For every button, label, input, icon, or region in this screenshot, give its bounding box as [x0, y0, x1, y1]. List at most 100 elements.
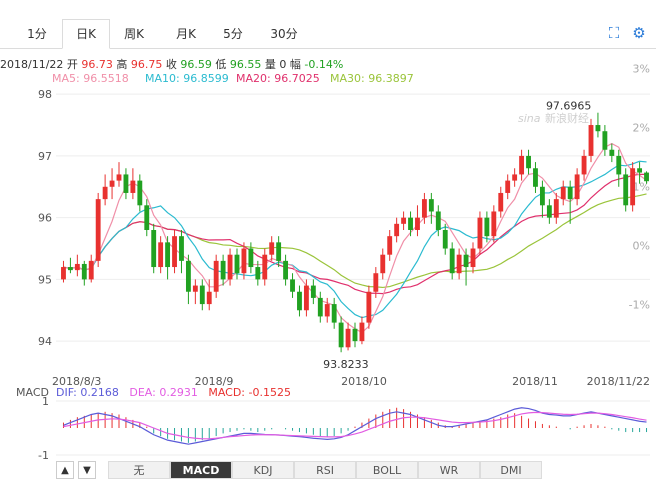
- dif-label: DIF: 0.2168: [55, 386, 119, 399]
- candle-body: [602, 131, 608, 150]
- candle-body: [290, 279, 295, 292]
- candle-body: [283, 260, 289, 280]
- candle-body: [581, 155, 587, 175]
- candle-body: [151, 230, 157, 268]
- candle-body: [401, 217, 407, 224]
- vol-label: 量: [264, 58, 276, 71]
- candle-body: [588, 125, 594, 156]
- period-tabs: 1分 日K 周K 月K 5分 30分: [0, 19, 656, 49]
- candle-body: [539, 186, 545, 206]
- candle-body: [67, 267, 73, 271]
- candle-body: [415, 217, 420, 230]
- min-price-annotation: 93.8233: [323, 358, 369, 371]
- candle-body: [421, 199, 427, 218]
- y-tick-label: 95: [38, 273, 52, 286]
- indicator-tab-macd[interactable]: MACD: [170, 461, 232, 479]
- candle-body: [630, 168, 636, 206]
- tab-5min[interactable]: 5分: [223, 27, 243, 41]
- indicator-tab-wr[interactable]: WR: [418, 461, 480, 479]
- candle-body: [213, 260, 219, 292]
- indicator-tab-rsi[interactable]: RSI: [294, 461, 356, 479]
- candle-body: [95, 199, 101, 261]
- x-tick-label: 2018/10: [341, 375, 387, 388]
- close-value: 96.59: [180, 58, 212, 71]
- candle-body: [616, 155, 622, 175]
- candle-body: [137, 180, 143, 206]
- candle-body: [74, 263, 80, 271]
- settings-icon[interactable]: ⚙: [632, 24, 646, 42]
- candle-body: [123, 174, 129, 193]
- dif-line: [63, 407, 647, 445]
- candle-body: [560, 186, 566, 200]
- candle-body: [234, 254, 240, 274]
- candle-body: [380, 254, 386, 274]
- tab-monthly-k[interactable]: 月K: [176, 27, 196, 41]
- candle-body: [533, 168, 538, 187]
- open-value: 96.73: [81, 58, 113, 71]
- ma10-label: MA10: 96.8599: [145, 72, 229, 85]
- candle-body: [317, 297, 323, 317]
- pct-tick-label: 1%: [633, 180, 650, 193]
- candle-body: [310, 285, 316, 298]
- candle-body: [435, 211, 441, 230]
- candle-body: [269, 242, 275, 255]
- vol-value: 0: [279, 58, 287, 71]
- max-price-annotation: 97.6965: [546, 100, 592, 113]
- quote-info: 2018/11/22 开 96.73 高 96.75 收 96.59 低 96.…: [0, 56, 343, 72]
- candle-body: [227, 254, 233, 280]
- candle-body: [442, 230, 448, 249]
- indicator-tab-kdj[interactable]: KDJ: [232, 461, 294, 479]
- candle-body: [449, 248, 455, 274]
- low-value: 96.55: [229, 58, 262, 71]
- y-tick-label: 98: [38, 88, 52, 101]
- candle-body: [567, 186, 573, 200]
- candle-body: [526, 155, 531, 169]
- ma20-label: MA20: 96.7025: [236, 72, 320, 85]
- tab-daily-k[interactable]: 日K: [62, 19, 110, 49]
- tab-30min[interactable]: 30分: [270, 27, 298, 41]
- dea-line: [63, 411, 647, 440]
- pct-tick-label: 3%: [633, 62, 650, 75]
- tab-1min[interactable]: 1分: [27, 27, 47, 41]
- candle-body: [165, 242, 171, 268]
- macd-value-label: MACD: -0.1525: [208, 386, 291, 399]
- x-tick-label: 2018/9: [195, 375, 234, 388]
- candle-body: [241, 248, 247, 274]
- x-tick-label: 2018/11: [512, 375, 558, 388]
- high-label: 高: [116, 58, 128, 71]
- candle-body: [574, 174, 580, 200]
- candle-body: [609, 149, 615, 156]
- candle-body: [179, 236, 184, 261]
- candle-body: [199, 285, 205, 305]
- tab-weekly-k[interactable]: 周K: [124, 27, 144, 41]
- candle-body: [456, 254, 462, 274]
- candle-body: [338, 322, 344, 348]
- candle-body: [172, 236, 177, 268]
- low-label: 低: [215, 58, 227, 71]
- candle-body: [512, 174, 518, 181]
- indicator-tab-none[interactable]: 无: [108, 461, 170, 479]
- candle-body: [637, 168, 643, 173]
- candle-body: [366, 291, 372, 323]
- candle-body: [297, 291, 302, 311]
- y-tick-label: 96: [38, 212, 52, 225]
- candle-body: [352, 328, 358, 342]
- candle-body: [88, 260, 94, 280]
- candle-body: [255, 267, 261, 280]
- indicator-tab-dmi[interactable]: DMI: [480, 461, 542, 479]
- candle-body: [102, 186, 108, 200]
- candle-body: [331, 304, 337, 323]
- candle-body: [644, 172, 649, 182]
- indicator-tab-boll[interactable]: BOLL: [356, 461, 418, 479]
- indicator-tabs: 无 MACD KDJ RSI BOLL WR DMI: [0, 461, 656, 479]
- candle-body: [220, 260, 226, 280]
- candle-body: [130, 180, 136, 193]
- candle-body: [428, 199, 434, 212]
- ma5-label: MA5: 96.5518: [52, 72, 129, 85]
- candle-body: [248, 248, 254, 268]
- candle-body: [276, 242, 282, 261]
- macd-y-tick-label: -1: [38, 449, 49, 462]
- y-tick-label: 97: [38, 150, 52, 163]
- fullscreen-icon[interactable]: ⛶: [608, 24, 620, 42]
